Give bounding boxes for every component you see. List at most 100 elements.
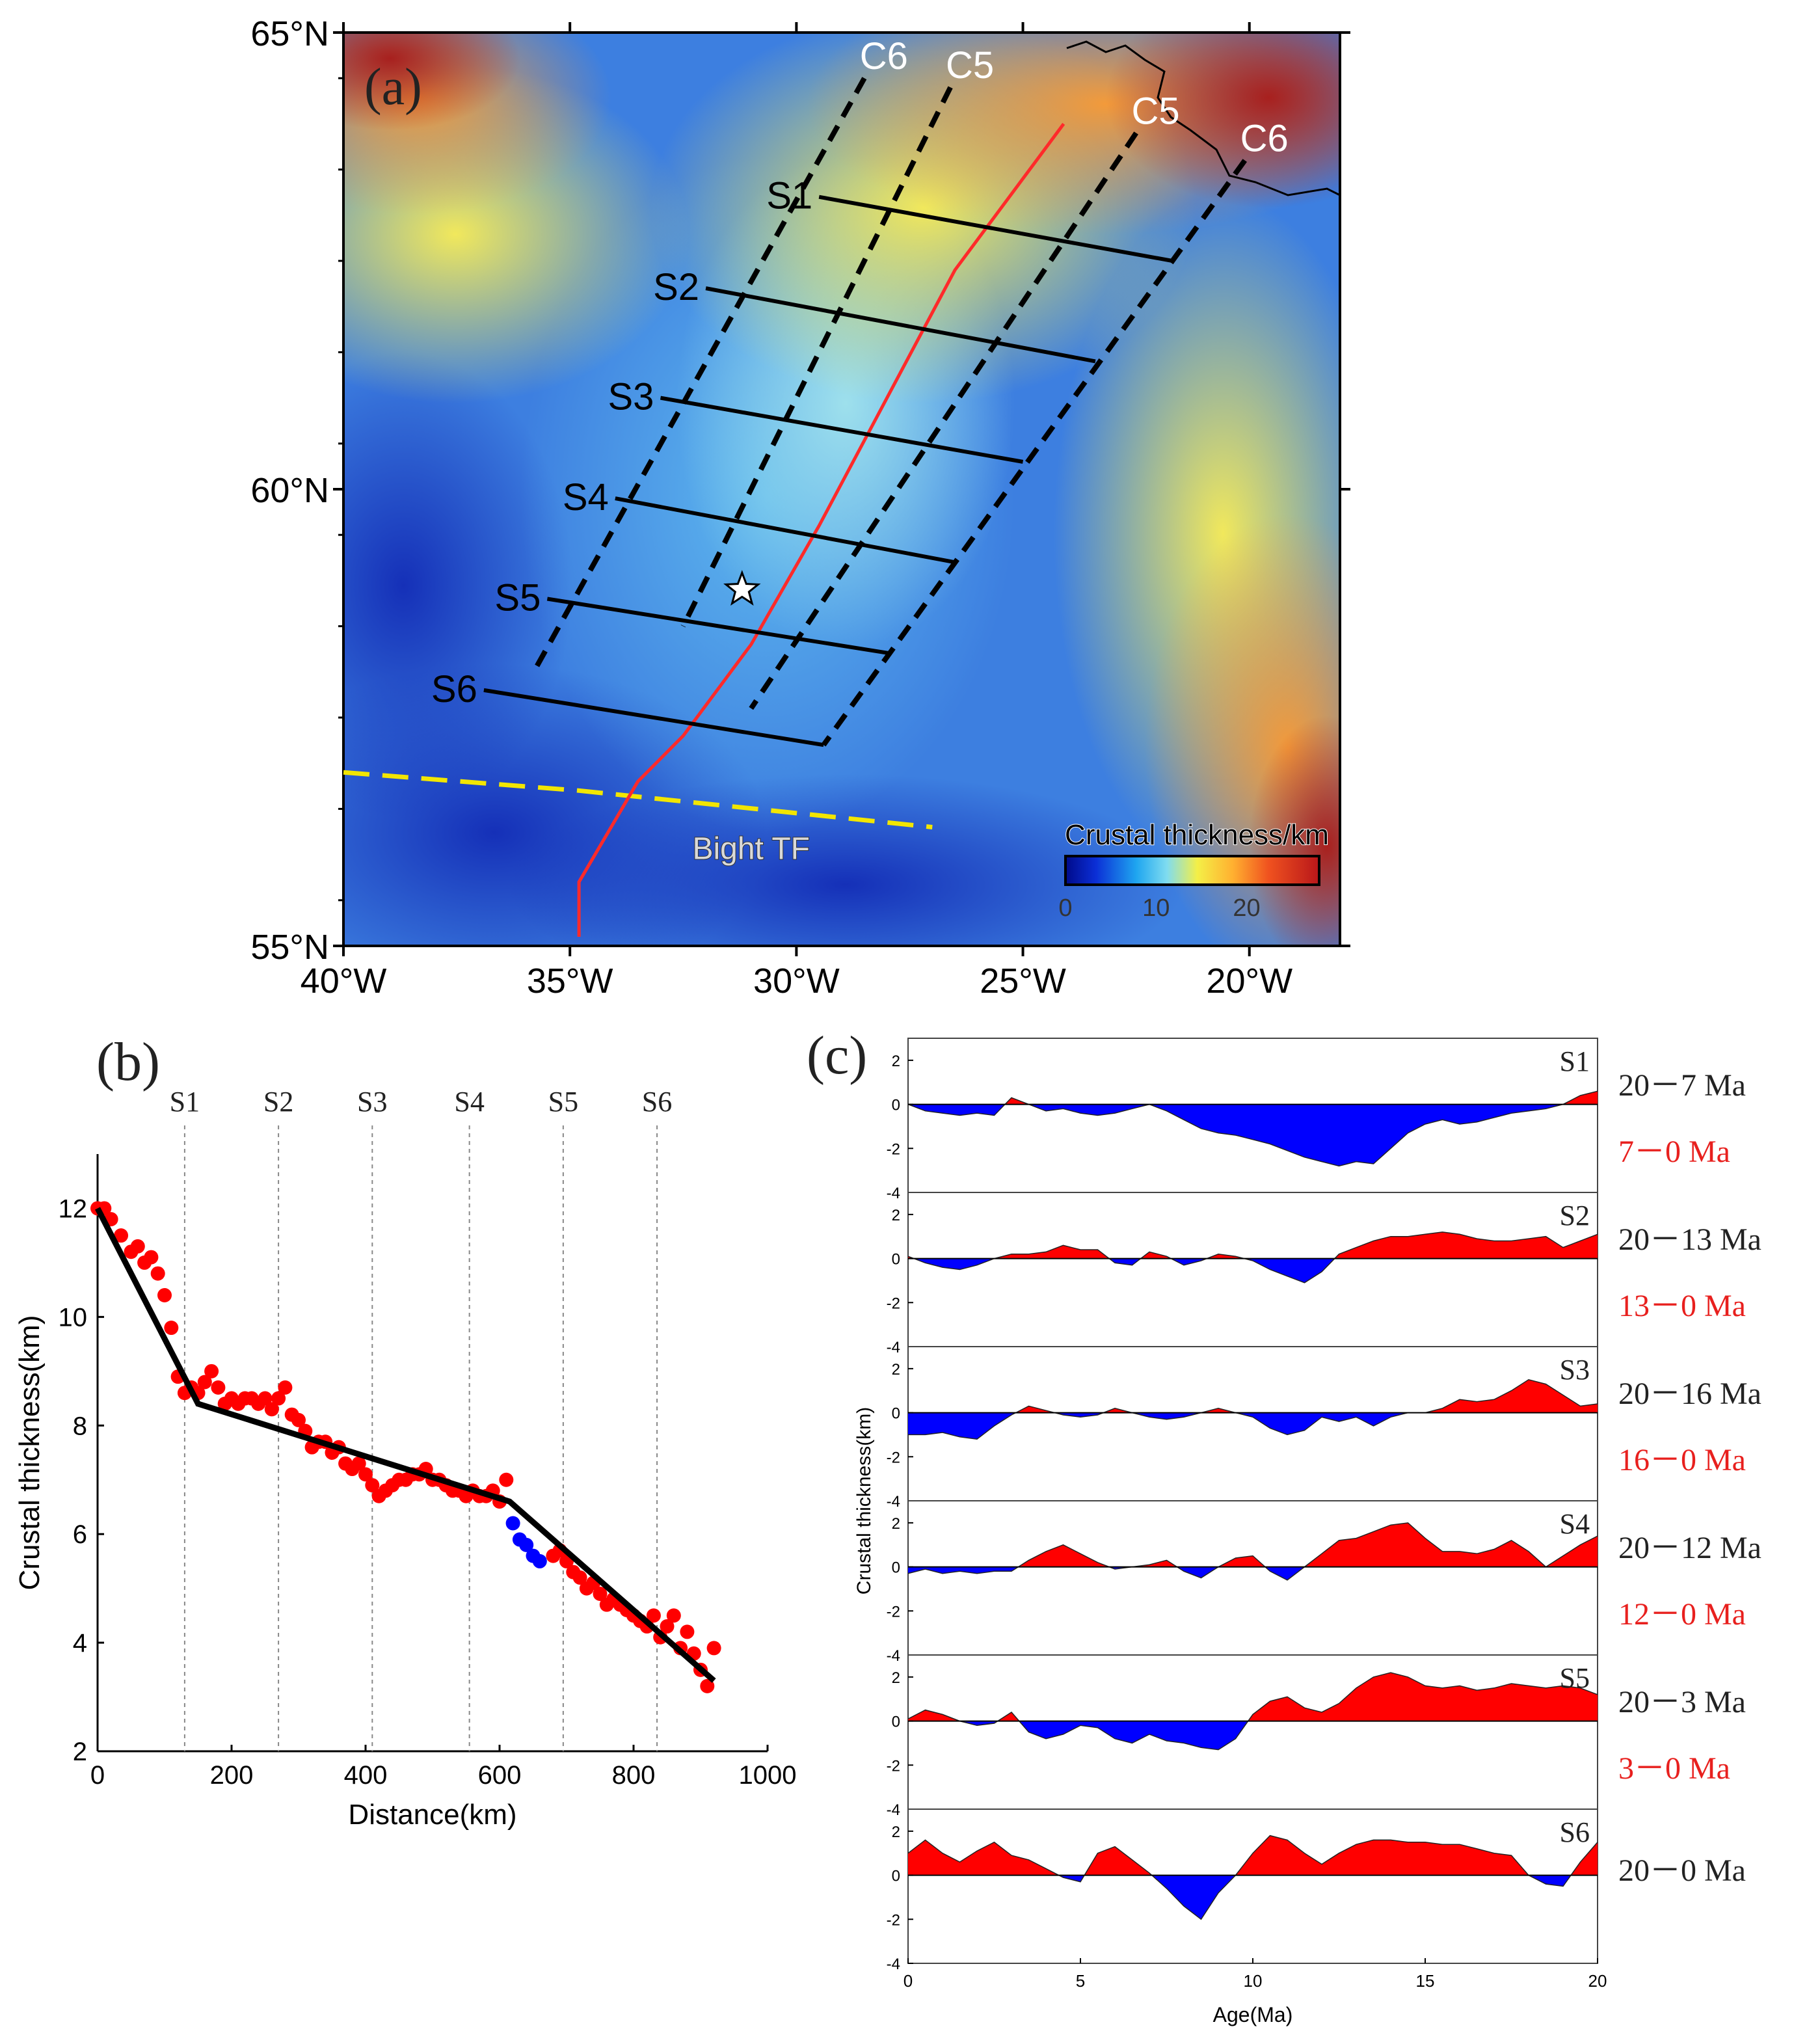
b-point-red xyxy=(700,1678,715,1693)
profile-line-s2 xyxy=(705,286,1096,364)
isochron-c6-east xyxy=(821,159,1248,747)
b-y-tick-label: 2 xyxy=(73,1738,87,1766)
c-subplot-name: S1 xyxy=(1560,1045,1590,1077)
c-age-range-label: 20－16 Ma xyxy=(1618,1377,1761,1411)
c-y-tick-label: 0 xyxy=(892,1251,900,1269)
c-subplot-frame xyxy=(907,1346,1598,1501)
b-point-red xyxy=(351,1456,366,1471)
b-point-red xyxy=(666,1608,681,1623)
c-subplot-frame xyxy=(907,1654,1598,1810)
colorbar-gradient xyxy=(1064,855,1320,886)
crustal-thickness-raster xyxy=(343,33,1340,946)
b-point-red xyxy=(706,1641,721,1656)
c-y-tick-label: -4 xyxy=(887,1339,900,1356)
c-area-negative xyxy=(959,1721,1248,1750)
c-y-tick-label: -2 xyxy=(887,1140,900,1158)
b-profile-marker-label: S1 xyxy=(170,1086,200,1118)
isochron-label-c6-east: C6 xyxy=(1240,118,1289,160)
isochron-label-c5-west: C5 xyxy=(946,44,994,87)
c-y-tick-label: 2 xyxy=(892,1207,900,1224)
b-point-blue xyxy=(505,1516,520,1531)
c-y-tick-label: -4 xyxy=(887,1647,900,1665)
b-profile-marker-label: S4 xyxy=(454,1086,484,1118)
isochron-c5-west xyxy=(680,86,953,628)
c-subplot-s5: 2 0 -2 -4 S5 20－3 Ma 3－0 Ma xyxy=(887,1654,1746,1819)
b-point-red xyxy=(164,1321,179,1336)
c-subplot-s6: 2 0 -2 -4 S6 20－0 Ma xyxy=(887,1809,1746,1973)
c-y-tick-label: 0 xyxy=(892,1714,900,1731)
c-x-tick-label: 10 xyxy=(1244,1971,1263,1991)
c-subplot-frame xyxy=(907,1500,1598,1656)
c-age-range-label: 20－3 Ma xyxy=(1618,1685,1746,1719)
b-x-tick-label: 200 xyxy=(210,1761,254,1790)
c-area-outline xyxy=(908,1090,1598,1167)
b-x-tick-label: 0 xyxy=(90,1761,105,1790)
c-area-positive xyxy=(908,1673,1598,1721)
c-subplot-frame xyxy=(907,1192,1598,1347)
b-y-tick-label: 10 xyxy=(59,1303,88,1332)
b-y-tick-label: 8 xyxy=(73,1412,87,1440)
c-age-range-label: 20－0 Ma xyxy=(1618,1853,1746,1888)
b-point-red xyxy=(278,1380,293,1395)
b-profile-marker-label: S6 xyxy=(642,1086,672,1118)
b-point-red xyxy=(271,1391,286,1406)
b-y-axis-label: Crustal thickness(km) xyxy=(14,1315,46,1591)
profile-line-s5 xyxy=(546,597,892,656)
b-x-tick-label: 800 xyxy=(612,1761,656,1790)
c-area-outline xyxy=(908,1835,1598,1920)
colorbar-ticks: 0 10 20 xyxy=(1058,894,1260,922)
c-y-tick-label: -4 xyxy=(887,1493,900,1511)
c-y-axis-label: Crustal thickness(km) xyxy=(853,1407,875,1594)
c-area-negative xyxy=(908,1567,1546,1580)
c-subplot-s4: 2 0 -2 -4 S4 20－12 Ma 12－0 Ma xyxy=(887,1500,1761,1665)
lon-tick-label: 35°W xyxy=(527,961,613,1001)
profile-label-s4: S4 xyxy=(563,476,609,518)
c-subplot-name: S2 xyxy=(1560,1200,1590,1231)
colorbar: Crustal thickness/km 0 10 20 xyxy=(1058,818,1330,922)
c-y-tick-label: -2 xyxy=(887,1295,900,1312)
b-point-red xyxy=(197,1375,212,1390)
c-area-positive xyxy=(908,1379,1598,1413)
b-point-red xyxy=(258,1391,273,1406)
b-profile-marker-label: S5 xyxy=(548,1086,578,1118)
map-overlay: Bight TF C6 C6 C5 C5 S1 S2 S3 S4 S5 S6 xyxy=(343,35,1289,937)
c-subplot-name: S5 xyxy=(1560,1662,1590,1694)
c-subplot-name: S4 xyxy=(1560,1508,1590,1540)
c-y-tick-label: 0 xyxy=(892,1097,900,1114)
b-point-blue xyxy=(532,1553,547,1568)
colorbar-tick-label: 0 xyxy=(1058,894,1072,922)
c-y-tick-label: -4 xyxy=(887,1801,900,1819)
isochron-c5-east xyxy=(749,131,1138,710)
c-y-tick-label: -4 xyxy=(887,1956,900,1973)
c-area-positive xyxy=(908,1835,1598,1876)
c-subplot-s3: 2 0 -2 -4 S3 20－16 Ma 16－0 Ma xyxy=(887,1346,1761,1511)
lat-tick-label: 65°N xyxy=(250,14,329,53)
profile-label-s6: S6 xyxy=(431,668,477,710)
c-subplot-areas xyxy=(908,1231,1598,1284)
fracture-zone-line xyxy=(343,770,933,829)
c-subplot-areas xyxy=(908,1835,1598,1920)
panel-b-label: (b) xyxy=(96,1032,160,1092)
c-subplot-frame xyxy=(907,1809,1598,1964)
b-profile-marker-label: S3 xyxy=(357,1086,387,1118)
c-x-axis-label: Age(Ma) xyxy=(1213,2003,1293,2026)
panel-a-map: Bight TF C6 C6 C5 C5 S1 S2 S3 S4 S5 S6 65°N 60°N 55°… xyxy=(250,14,1350,1001)
c-y-tick-label: 0 xyxy=(892,1868,900,1885)
c-subplot-name: S3 xyxy=(1560,1354,1590,1386)
b-point-red xyxy=(646,1608,661,1623)
profile-label-s2: S2 xyxy=(653,266,699,308)
c-age-range-label-red: 12－0 Ma xyxy=(1618,1597,1746,1632)
b-point-red xyxy=(264,1402,279,1417)
c-x-tick-label: 20 xyxy=(1588,1971,1607,1991)
fracture-zone-label: Bight TF xyxy=(692,832,810,867)
c-area-positive xyxy=(908,1231,1598,1259)
b-y-tick-label: 4 xyxy=(73,1629,87,1658)
colorbar-tick-label: 10 xyxy=(1142,894,1170,922)
profile-label-s5: S5 xyxy=(494,576,541,619)
b-point-red xyxy=(291,1412,306,1427)
b-point-red xyxy=(365,1478,380,1493)
b-x-tick-label: 600 xyxy=(478,1761,522,1790)
b-fit-line xyxy=(94,1207,716,1683)
